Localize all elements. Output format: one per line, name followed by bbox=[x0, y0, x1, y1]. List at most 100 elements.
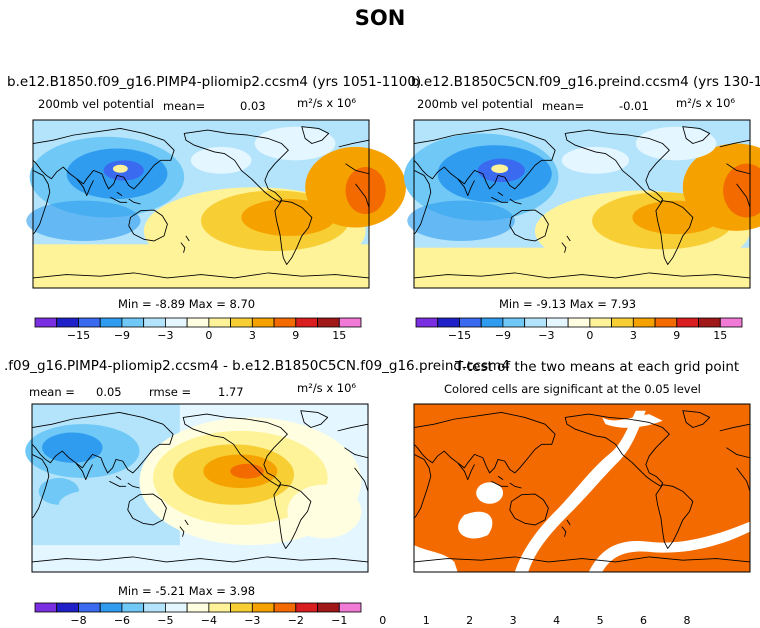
panel3-colorbar-label: 5 bbox=[597, 614, 604, 627]
panel2-colorbar-label: −15 bbox=[448, 329, 471, 342]
panel2-field-label: 200mb vel potential bbox=[417, 97, 533, 111]
panel1-colorbar-box bbox=[143, 317, 166, 328]
panel3-colorbar-box bbox=[230, 602, 253, 613]
panel3-colorbar-label: 0 bbox=[379, 614, 386, 627]
panel2-colorbar-box bbox=[524, 317, 547, 328]
panel1-run-title: b.e12.B1850.f09_g16.PIMP4-pliomip2.ccsm4… bbox=[7, 74, 422, 90]
panel1-colorbar-box bbox=[78, 317, 101, 328]
panel1-mean-value: 0.03 bbox=[240, 99, 266, 113]
panel3-colorbar-label: −8 bbox=[70, 614, 86, 627]
panel1-colorbar-box bbox=[56, 317, 79, 328]
panel3-colorbar-label: −1 bbox=[331, 614, 347, 627]
panel2-colorbar-label: −9 bbox=[495, 329, 511, 342]
panel1-colorbar-box bbox=[317, 317, 340, 328]
panel3-colorbar-label: 4 bbox=[553, 614, 560, 627]
panel3-colorbar-label: 2 bbox=[466, 614, 473, 627]
panel3-colorbar-box bbox=[164, 602, 188, 613]
panel3-colorbar-label: −4 bbox=[201, 614, 217, 627]
panel1-colorbar-label: 3 bbox=[249, 329, 256, 342]
panel3-map bbox=[25, 403, 369, 573]
panel3-colorbar-box bbox=[56, 602, 79, 613]
panel2-mean-label: mean= bbox=[542, 99, 585, 113]
panel3-colorbar-box bbox=[186, 602, 210, 613]
panel3-colorbar-box bbox=[99, 602, 123, 613]
panel3-colorbar-box bbox=[273, 602, 297, 613]
panel3-rmse-value: 1.77 bbox=[218, 385, 244, 399]
panel3-colorbar-box bbox=[34, 602, 58, 613]
panel2-colorbar-label: 0 bbox=[586, 329, 593, 342]
panel1-colorbar-label: 9 bbox=[292, 329, 299, 342]
panel1-colorbar-label: −3 bbox=[157, 329, 173, 342]
panel1-colorbar-box bbox=[164, 317, 188, 328]
panel2-units: m²/s x 10⁶ bbox=[676, 96, 736, 110]
panel2-colorbar-label: 3 bbox=[630, 329, 637, 342]
panel3-colorbar-label: 6 bbox=[640, 614, 647, 627]
panel2-colorbar-box bbox=[502, 317, 526, 328]
panel4-subtitle: Colored cells are significant at the 0.0… bbox=[444, 382, 701, 396]
panel3-run-title: .f09_g16.PIMP4-pliomip2.ccsm4 - b.e12.B1… bbox=[4, 358, 510, 374]
panel3-colorbar-box bbox=[317, 602, 340, 613]
panel2-colorbar-box bbox=[567, 317, 591, 328]
panel3-colorbar-box bbox=[338, 602, 362, 613]
panel1-colorbar: −15 −9 −3 0 3 9 15 bbox=[34, 317, 362, 342]
panel2-colorbar-box bbox=[545, 317, 569, 328]
panel2-colorbar-box bbox=[719, 317, 743, 328]
panel3-units: m²/s x 10⁶ bbox=[297, 381, 357, 395]
panel1-units: m²/s x 10⁶ bbox=[297, 96, 357, 110]
panel3-colorbar-label: 8 bbox=[684, 614, 691, 627]
panel3-colorbar-label: 1 bbox=[423, 614, 430, 627]
panel1-colorbar-label: −15 bbox=[67, 329, 90, 342]
panel3-colorbar: −8 −6 −5 −4 −3 −2 −1 0 1 2 3 4 5 6 8 bbox=[34, 602, 691, 627]
panel2-colorbar-box bbox=[654, 317, 678, 328]
panel3-colorbar-box bbox=[208, 602, 231, 613]
panel1-colorbar-label: −9 bbox=[114, 329, 130, 342]
panel3-colorbar-box bbox=[143, 602, 166, 613]
panel3-colorbar-label: −3 bbox=[244, 614, 260, 627]
panel2-run-title: b.e12.B1850C5CN.f09_g16.preind.ccsm4 (yr… bbox=[411, 74, 760, 90]
panel1-colorbar-box bbox=[99, 317, 123, 328]
panel2-colorbar-box bbox=[437, 317, 460, 328]
panel2-colorbar-box bbox=[589, 317, 612, 328]
panel1-colorbar-box bbox=[338, 317, 362, 328]
panel4-map bbox=[413, 403, 751, 573]
panel2-mean-value: -0.01 bbox=[619, 99, 649, 113]
panel1-colorbar-box bbox=[251, 317, 275, 328]
panel4-title: T-test of the two means at each grid poi… bbox=[455, 359, 740, 375]
panel3-colorbar-box bbox=[121, 602, 145, 613]
figure-title: SON bbox=[354, 6, 406, 30]
panel1-colorbar-label: 0 bbox=[205, 329, 212, 342]
panel2-colorbar-box bbox=[459, 317, 482, 328]
panel3-mean-value: 0.05 bbox=[96, 385, 122, 399]
panel3-colorbar-label: −6 bbox=[114, 614, 130, 627]
panel1-colorbar-box bbox=[34, 317, 58, 328]
panel1-map bbox=[26, 119, 406, 289]
panel2-colorbar-box bbox=[698, 317, 721, 328]
panel1-min-max: Min = -8.89 Max = 8.70 bbox=[118, 297, 256, 311]
panel3-colorbar-label: −2 bbox=[288, 614, 304, 627]
panel3-rmse-label: rmse = bbox=[149, 385, 192, 399]
panel3-mean-label: mean = bbox=[29, 385, 75, 399]
panel1-colorbar-box bbox=[273, 317, 297, 328]
panel2-colorbar-label: 9 bbox=[673, 329, 680, 342]
panel3-min-max: Min = -5.21 Max = 3.98 bbox=[118, 584, 256, 598]
panel2-colorbar-box bbox=[632, 317, 656, 328]
panel2-colorbar-box bbox=[415, 317, 439, 328]
panel2-colorbar-box bbox=[676, 317, 699, 328]
panel2-colorbar: −15 −9 −3 0 3 9 15 bbox=[415, 317, 743, 342]
panel1-colorbar-box bbox=[230, 317, 253, 328]
panel3-colorbar-box bbox=[78, 602, 101, 613]
panel1-colorbar-box bbox=[208, 317, 231, 328]
panel2-colorbar-box bbox=[611, 317, 634, 328]
panel1-colorbar-box bbox=[121, 317, 145, 328]
panel2-min-max: Min = -9.13 Max = 7.93 bbox=[499, 297, 637, 311]
panel2-map bbox=[403, 119, 760, 289]
panel2-colorbar-label: 15 bbox=[713, 329, 727, 342]
panel1-colorbar-box bbox=[186, 317, 210, 328]
panel1-colorbar-box bbox=[295, 317, 318, 328]
panel2-colorbar-box bbox=[480, 317, 504, 328]
panel1-field-label: 200mb vel potential bbox=[38, 97, 154, 111]
panel1-mean-label: mean= bbox=[163, 99, 206, 113]
panel3-colorbar-label: 3 bbox=[510, 614, 517, 627]
panel3-colorbar-label: −5 bbox=[157, 614, 173, 627]
panel1-colorbar-label: 15 bbox=[332, 329, 346, 342]
